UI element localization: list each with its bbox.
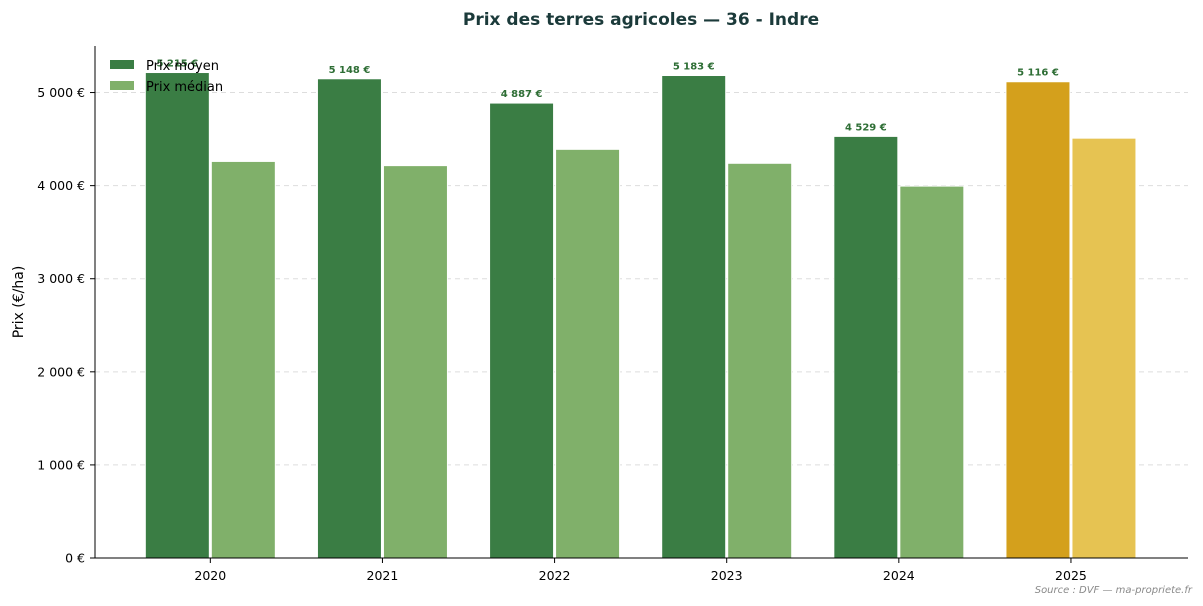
y-tick-label: 0 € xyxy=(65,551,85,566)
data-label: 5 215 € xyxy=(156,59,198,70)
data-label: 4 887 € xyxy=(501,89,543,100)
data-label: 4 529 € xyxy=(845,122,887,133)
bar-prix-moyen xyxy=(1005,81,1071,559)
bar-prix-moyen xyxy=(661,75,727,559)
legend-swatch-median xyxy=(110,81,134,90)
bar-prix-moyen xyxy=(316,78,382,559)
x-tick-label: 2022 xyxy=(539,568,571,583)
y-tick-label: 3 000 € xyxy=(37,271,85,286)
bar-prix-moyen xyxy=(489,102,555,559)
bar-prix-moyen xyxy=(833,135,899,559)
chart-title: Prix des terres agricoles — 36 - Indre xyxy=(463,10,819,30)
bar-prix-median xyxy=(555,148,621,559)
axes: 0 € 1 000 € 2 000 € 3 000 € 4 000 € 5 000 € 20… xyxy=(37,46,1188,583)
y-tick-label: 4 000 € xyxy=(37,178,85,193)
x-tick-label: 2023 xyxy=(711,568,743,583)
bar-prix-median xyxy=(727,162,793,559)
x-tick-label: 2021 xyxy=(367,568,399,583)
legend-label-moyen: Prix moyen xyxy=(146,59,219,74)
legend-label-median: Prix médian xyxy=(146,80,223,95)
x-tick-label: 2025 xyxy=(1055,568,1087,583)
bar-prix-median xyxy=(899,185,965,559)
data-label: 5 148 € xyxy=(329,65,371,76)
legend-swatch-moyen xyxy=(110,60,134,69)
data-label: 5 183 € xyxy=(673,62,715,73)
bar-prix-moyen xyxy=(144,72,210,559)
y-tick-label: 1 000 € xyxy=(37,457,85,472)
y-axis-label: Prix (€/ha) xyxy=(11,266,27,339)
y-tick-label: 2 000 € xyxy=(37,364,85,379)
bar-prix-median xyxy=(210,160,276,559)
bars: 5 215 € 5 148 € 4 887 € 5 183 € 4 529 € 5 116… xyxy=(144,59,1137,559)
y-tick-label: 5 000 € xyxy=(37,85,85,100)
source-note: Source : DVF — ma-propriete.fr xyxy=(1035,585,1193,596)
x-tick-label: 2024 xyxy=(883,568,915,583)
x-tick-label: 2020 xyxy=(194,568,226,583)
data-label: 5 116 € xyxy=(1017,68,1059,79)
bar-prix-median xyxy=(1071,137,1137,559)
bar-prix-median xyxy=(382,165,448,559)
legend: Prix moyen Prix médian xyxy=(110,59,223,95)
